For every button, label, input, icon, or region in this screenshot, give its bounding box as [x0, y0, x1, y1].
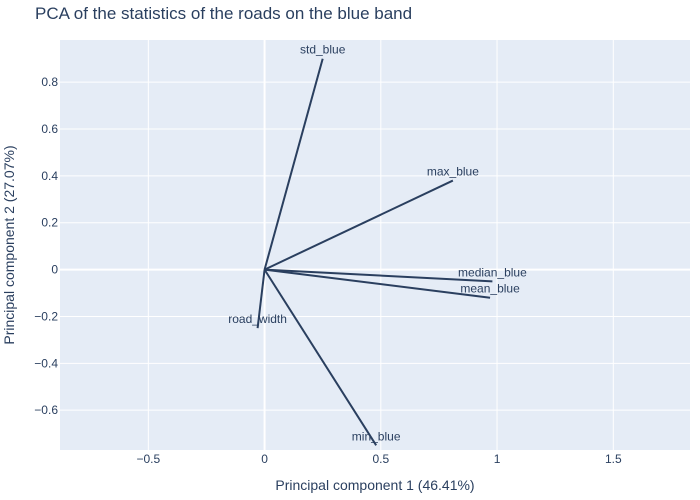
y-tick-label: −0.2 — [34, 309, 58, 323]
loading-vectors: std_blue max_blue median_blue mean_blueroad… — [228, 43, 527, 446]
loading-vector-min-blue — [263, 269, 378, 446]
loading-vector-label: mean_blue — [460, 282, 520, 296]
y-tick-label: 0 — [51, 263, 58, 277]
x-tick-label: 0.5 — [372, 452, 389, 466]
loading-vector-label: median_blue — [458, 265, 527, 279]
y-tick-label: 0.2 — [41, 216, 58, 230]
plot-area — [60, 40, 690, 450]
loading-vector-label: max_blue — [427, 165, 479, 179]
y-tick-label: 0.8 — [41, 75, 58, 89]
y-axis-title: Principal component 2 (27.07%) — [1, 145, 17, 344]
loading-vector-label: road_width — [228, 312, 287, 326]
x-axis-title: Principal component 1 (46.41%) — [275, 477, 474, 493]
x-tick-label: 0 — [261, 452, 268, 466]
y-tick-label: −0.4 — [34, 356, 58, 370]
y-tick-label: 0.4 — [41, 169, 58, 183]
loading-vector-mean-blue — [264, 268, 491, 299]
x-tick-label: −0.5 — [136, 452, 160, 466]
y-tick-label: −0.6 — [34, 403, 58, 417]
y-tick-label: 0.6 — [41, 122, 58, 136]
loading-vector-std-blue — [263, 58, 324, 270]
x-tick-label: 1.5 — [605, 452, 622, 466]
loading-vector-max-blue — [264, 179, 454, 271]
loading-vector-median-blue — [264, 268, 493, 283]
chart-title: PCA of the statistics of the roads on th… — [35, 4, 413, 23]
x-tick-label: 1 — [494, 452, 501, 466]
loading-vector-label: min_blue — [352, 429, 401, 443]
axis-ticks: −0.5 0 0.5 1 1.5 −0.6 −0.4 −0.2 0 0.2 0.4 0.6 0.8 — [34, 75, 622, 466]
grid — [60, 40, 690, 450]
loading-vector-label: std_blue — [300, 43, 346, 57]
loading-vector-road-width — [256, 269, 266, 329]
